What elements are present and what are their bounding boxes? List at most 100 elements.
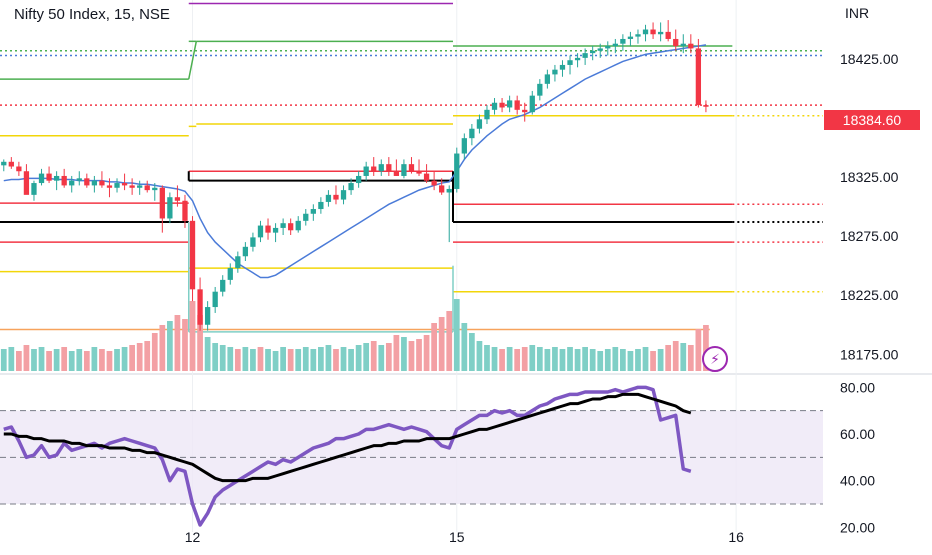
candle-body: [8, 161, 14, 167]
candle-body: [499, 102, 505, 108]
candle-body: [242, 246, 249, 257]
candle: [371, 157, 377, 176]
volume-bar: [189, 301, 196, 371]
candle-body: [703, 105, 709, 107]
candle-body: [590, 50, 596, 54]
volume-bar: [423, 335, 430, 371]
volume-bar: [355, 345, 362, 371]
rsi-line: [3, 385, 692, 527]
candle-body: [537, 83, 543, 96]
candle-body: [76, 178, 82, 181]
candle: [673, 29, 679, 51]
candle-body: [559, 64, 566, 70]
candle: [469, 124, 475, 146]
candle-body: [212, 291, 218, 308]
candle: [378, 159, 384, 176]
candle: [559, 60, 566, 77]
candle-body: [61, 175, 67, 186]
candle-body: [605, 46, 611, 49]
candle-body: [152, 187, 158, 191]
candle-body: [295, 220, 301, 231]
volume-bar: [197, 315, 203, 371]
volume-bar: [348, 349, 354, 371]
candle: [53, 171, 60, 191]
candle: [31, 180, 37, 201]
volume-bar: [121, 347, 128, 371]
lightning-icon[interactable]: ⚡: [702, 346, 728, 372]
candle-body: [280, 223, 286, 228]
candle-body: [144, 185, 150, 191]
volume-bar: [8, 347, 15, 371]
candle: [491, 98, 498, 115]
candle-body: [348, 183, 354, 191]
rsi-tick-label: 80.00: [840, 379, 875, 395]
candle: [522, 102, 528, 122]
candles: [1, 20, 709, 331]
candle: [303, 209, 309, 226]
candle: [605, 41, 611, 56]
candle: [99, 171, 105, 188]
candle: [476, 114, 483, 134]
volume-bar: [23, 345, 30, 371]
candle-body: [272, 227, 279, 233]
rsi-ma-line: [3, 392, 692, 483]
price-tick-label: 18225.00: [840, 287, 899, 303]
volume-bar: [280, 347, 286, 371]
candle: [597, 43, 603, 58]
volume-bar: [695, 329, 702, 371]
chart-title: Nifty 50 Index, 15, NSE: [12, 6, 172, 23]
candle: [242, 242, 249, 261]
volume-bar: [620, 349, 626, 371]
volume-bar: [257, 347, 264, 371]
volume-bar: [242, 347, 249, 371]
candle-body: [484, 109, 490, 120]
candle-body: [250, 237, 256, 247]
candle: [257, 220, 264, 243]
candle-body: [574, 57, 581, 61]
volume-bar: [212, 343, 219, 371]
candle-body: [318, 201, 324, 210]
candle-body: [91, 180, 98, 186]
candle: [182, 194, 188, 228]
volume-bar: [438, 317, 445, 371]
volume-bar: [295, 349, 302, 371]
candle: [288, 218, 294, 236]
candle: [590, 46, 596, 61]
candle-body: [53, 175, 60, 181]
candle-body: [46, 173, 52, 181]
volume-bar: [219, 345, 226, 371]
candle: [499, 98, 505, 113]
volume-bar: [635, 349, 641, 371]
candle-body: [461, 138, 467, 154]
volume-bar: [552, 347, 558, 371]
volume-bar: [227, 347, 234, 371]
volume-bar: [310, 349, 317, 371]
volume-bar: [370, 341, 377, 371]
date-tick-label: 16: [728, 529, 744, 545]
candle: [159, 185, 165, 233]
candle: [212, 286, 218, 313]
candle: [325, 190, 332, 207]
candle: [461, 133, 467, 160]
candle: [121, 173, 128, 191]
candle-body: [522, 109, 528, 113]
candle-body: [333, 194, 339, 200]
volume-bar: [114, 349, 120, 371]
candle-body: [529, 95, 535, 113]
date-tick-label: 15: [449, 529, 465, 545]
candle: [355, 171, 362, 188]
volume-bar: [401, 337, 407, 371]
volume-bar: [491, 347, 498, 371]
volume-bar: [521, 347, 528, 371]
candle: [506, 95, 513, 113]
volume-bar: [265, 349, 271, 371]
candle: [657, 22, 664, 42]
candle: [627, 31, 634, 47]
volume-bar: [499, 349, 505, 371]
candle: [265, 218, 271, 240]
volume-bar: [453, 299, 460, 371]
volume-bar: [506, 347, 513, 371]
candle-body: [567, 60, 573, 65]
